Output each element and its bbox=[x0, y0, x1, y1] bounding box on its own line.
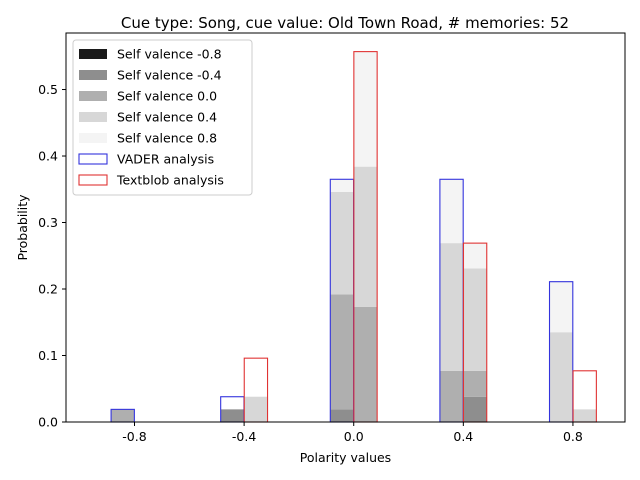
y-axis-label: Probability bbox=[15, 194, 30, 261]
bar-vader-self-valence-0-0 bbox=[111, 409, 135, 422]
bar-textblob-self-valence-0-0 bbox=[353, 306, 378, 422]
y-tick-label: 0.3 bbox=[38, 215, 58, 230]
legend-swatch bbox=[79, 91, 107, 101]
bar-vader-self-valence-0-0 bbox=[439, 370, 464, 422]
legend-label: Self valence -0.4 bbox=[117, 68, 222, 83]
bar-vader-self-valence-0-4 bbox=[330, 409, 354, 422]
bar-vader-self-valence-0-4 bbox=[220, 409, 244, 422]
x-axis-label: Polarity values bbox=[300, 450, 391, 465]
legend-label: Self valence -0.8 bbox=[117, 47, 222, 62]
x-tick-label: -0.8 bbox=[122, 429, 146, 444]
bar-textblob-self-valence-0-0 bbox=[463, 370, 487, 397]
legend-label: Self valence 0.8 bbox=[117, 131, 217, 146]
legend-swatch bbox=[79, 133, 107, 143]
legend-swatch bbox=[79, 49, 107, 59]
legend: Self valence -0.8 Self valence -0.4 Self v… bbox=[72, 39, 253, 196]
bar-textblob-self-valence-0-4 bbox=[244, 396, 268, 422]
legend-label: Self valence 0.4 bbox=[117, 110, 217, 125]
legend-frame bbox=[72, 39, 253, 196]
bar-textblob-self-valence-0-4 bbox=[353, 166, 378, 307]
bar-vader-self-valence-0-0 bbox=[330, 294, 354, 410]
legend-swatch bbox=[78, 174, 108, 186]
x-tick-label: -0.4 bbox=[232, 429, 256, 444]
bar-textblob-self-valence-0-4 bbox=[463, 396, 487, 422]
y-tick-label: 0.1 bbox=[38, 348, 58, 363]
x-tick-label: 0.4 bbox=[453, 429, 473, 444]
bar-vader-self-valence-0-4 bbox=[439, 243, 464, 371]
y-tick-label: 0.0 bbox=[38, 415, 58, 430]
legend-label: Textblob analysis bbox=[116, 173, 224, 188]
bar-vader-self-valence-0-8 bbox=[549, 281, 573, 333]
chart-title: Cue type: Song, cue value: Old Town Road… bbox=[121, 14, 569, 32]
y-axis-ticks: 0.0 0.1 0.2 0.3 0.4 0.5 bbox=[38, 82, 66, 430]
x-axis-ticks: -0.8 -0.4 0.0 0.4 0.8 bbox=[122, 422, 583, 444]
x-tick-label: 0.0 bbox=[344, 429, 364, 444]
legend-label: VADER analysis bbox=[117, 152, 214, 167]
y-tick-label: 0.4 bbox=[38, 149, 58, 164]
bar-textblob-self-valence-0-8 bbox=[353, 51, 378, 167]
y-tick-label: 0.5 bbox=[38, 82, 58, 97]
bar-textblob-self-valence-0-8 bbox=[463, 243, 487, 269]
y-tick-label: 0.2 bbox=[38, 282, 58, 297]
bar-vader-self-valence-0-4 bbox=[330, 191, 354, 295]
x-tick-label: 0.8 bbox=[563, 429, 583, 444]
bar-vader-self-valence-0-8 bbox=[330, 179, 354, 192]
bar-textblob-self-valence-0-4 bbox=[463, 268, 487, 371]
plot-frame bbox=[65, 32, 626, 423]
legend-label: Self valence 0.0 bbox=[117, 89, 217, 104]
legend-swatch bbox=[79, 112, 107, 122]
legend-swatch bbox=[79, 70, 107, 80]
legend-swatch bbox=[78, 153, 108, 165]
bars-layer bbox=[110, 51, 597, 423]
bar-textblob-self-valence-0-4 bbox=[573, 409, 597, 422]
bar-vader-self-valence-0-8 bbox=[439, 179, 464, 244]
bar-vader-self-valence-0-4 bbox=[549, 332, 573, 422]
